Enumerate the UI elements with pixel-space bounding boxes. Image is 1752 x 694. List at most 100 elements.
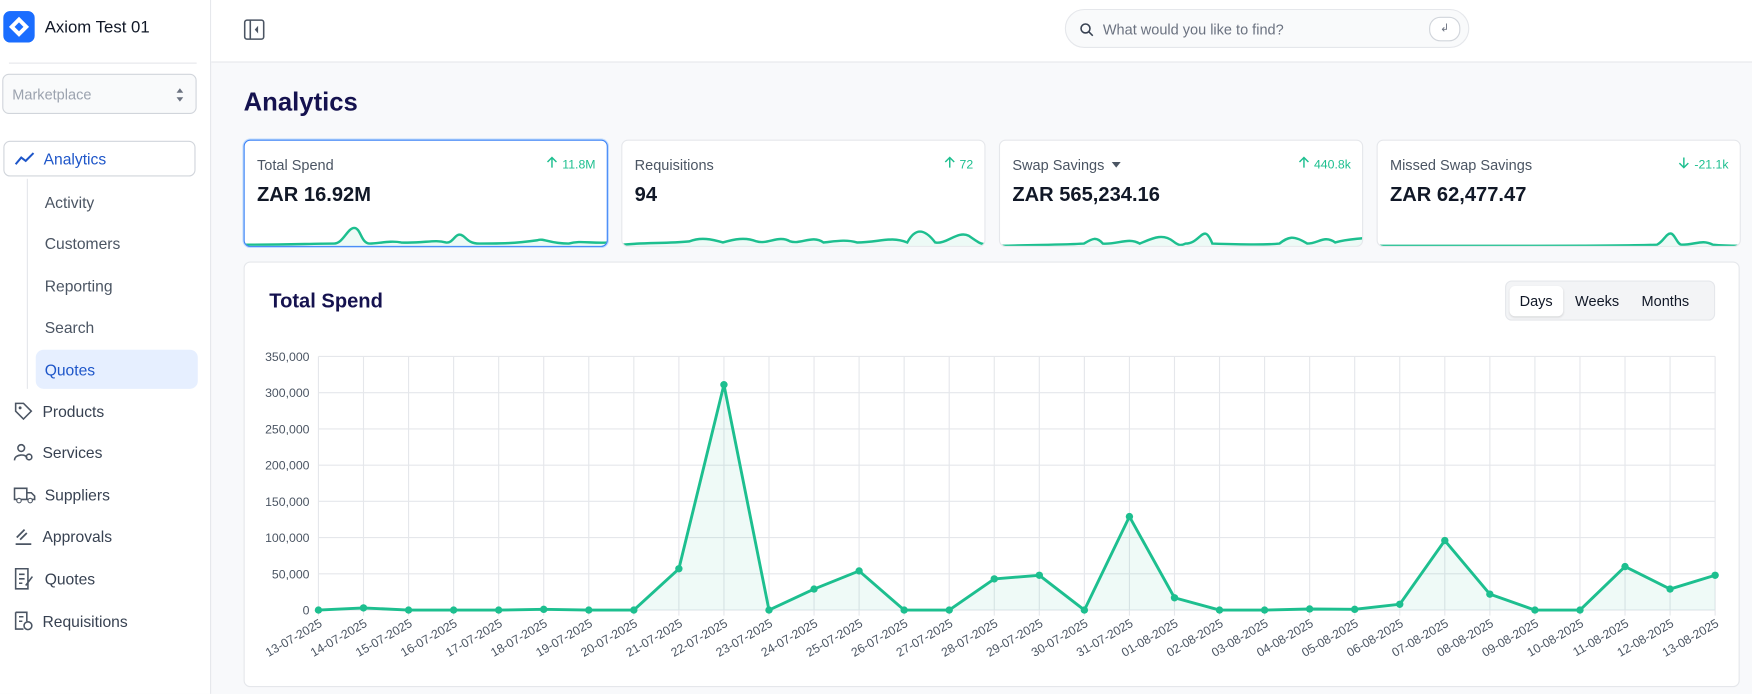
point: [990, 575, 998, 583]
y-tick-label: 350,000: [265, 350, 310, 364]
sub-nav-item[interactable]: Quotes: [35, 349, 198, 389]
point: [675, 565, 683, 573]
nav-label: Quotes: [44, 569, 96, 588]
card-value: ZAR 16.92M: [256, 183, 372, 206]
stat-card[interactable]: Swap Savings 440.8k ZAR 565,234.16: [998, 139, 1364, 247]
collapse-button[interactable]: [243, 19, 265, 40]
nav-item[interactable]: Services: [3, 435, 195, 471]
card-title: Requisitions: [635, 156, 714, 173]
stat-card[interactable]: Total Spend 11.8M ZAR 16.92M: [243, 139, 608, 247]
y-tick-label: 150,000: [265, 495, 310, 509]
y-tick-label: 300,000: [265, 386, 310, 400]
card-title-text: Swap Savings: [1012, 156, 1105, 174]
nav-item[interactable]: Approvals: [3, 518, 195, 554]
sparkline-line: [244, 226, 607, 246]
point: [314, 606, 323, 614]
sparkline-area: [622, 231, 985, 246]
select-label: Marketplace: [12, 86, 92, 103]
change-arrow: [1679, 157, 1690, 169]
sub-nav-item[interactable]: Search: [44, 318, 95, 337]
nav-label: Suppliers: [44, 486, 110, 504]
nav-label: Products: [42, 402, 105, 421]
chart: 0 50,000 100,000 150,000 200,000 250,000 300,0…: [263, 350, 1721, 660]
caret: [1112, 162, 1122, 168]
sparkline-area: [1000, 233, 1363, 246]
point: [1215, 606, 1224, 614]
sub-nav-item[interactable]: Activity: [44, 193, 95, 212]
point: [1396, 600, 1404, 608]
header: What would you like to find? ↲: [211, 0, 1752, 63]
y-tick-label: 50,000: [272, 567, 310, 581]
icon: [13, 487, 36, 504]
point: [810, 585, 818, 593]
icon: [14, 152, 35, 165]
card-change-text: -21.1k: [1694, 158, 1729, 173]
line: [318, 383, 1716, 612]
sparkline: [1000, 232, 1363, 246]
period-button[interactable]: Months: [1641, 292, 1690, 309]
point: [1080, 606, 1089, 614]
enter-key: ↲: [1429, 16, 1461, 42]
point: [1260, 606, 1269, 614]
nav-item[interactable]: Quotes: [3, 561, 195, 597]
logo: [3, 11, 35, 43]
point: [1351, 605, 1359, 614]
point: [1621, 562, 1629, 571]
point: [1035, 571, 1044, 579]
card-change: 11.8M: [547, 156, 596, 172]
stat-card[interactable]: Requisitions 72 94: [621, 139, 986, 247]
icon: [14, 567, 34, 590]
stat-card[interactable]: Missed Swap Savings -21.1k ZAR 62,477.47: [1376, 139, 1741, 247]
card-title-text: Requisitions: [634, 156, 714, 174]
point: [900, 606, 908, 614]
select-arrows: [176, 88, 184, 102]
point: [449, 606, 458, 614]
page-title: Analytics: [243, 87, 358, 117]
change-arrow: [944, 156, 955, 168]
period-toggle: Days Weeks Months: [1505, 280, 1716, 321]
change-arrow: [547, 156, 558, 168]
brand[interactable]: Axiom Test 01: [3, 11, 150, 43]
nav-item[interactable]: Requisitions: [3, 603, 195, 639]
arrow: [1298, 156, 1309, 168]
point: [1666, 585, 1674, 593]
nav-item[interactable]: Suppliers: [3, 477, 195, 513]
sparkline: [622, 230, 985, 246]
point: [630, 606, 638, 614]
sub-nav-item[interactable]: Reporting: [44, 277, 113, 295]
arrow: [547, 156, 558, 168]
sparkline-line: [1000, 232, 1363, 246]
card-title: Swap Savings: [1012, 156, 1125, 173]
sparkline: [1377, 232, 1740, 246]
card-title: Total Spend: [257, 156, 334, 173]
search-icon: [1080, 23, 1094, 37]
point: [765, 606, 773, 614]
icon: [14, 611, 33, 631]
chart-card: Total Spend Days Weeks Months 0 50,000 100,0…: [243, 261, 1740, 688]
point: [1711, 571, 1719, 579]
dropdown-caret[interactable]: [1110, 161, 1126, 170]
card-change: -21.1k: [1679, 156, 1729, 172]
period-button[interactable]: Weeks: [1575, 292, 1620, 309]
sparkline-line: [622, 230, 985, 246]
point: [359, 604, 368, 612]
point: [1305, 605, 1314, 613]
nav-item[interactable]: Analytics: [3, 140, 196, 177]
nav-label: Analytics: [43, 149, 107, 168]
icon: [14, 402, 33, 421]
card-change: 440.8k: [1298, 156, 1351, 172]
point: [540, 605, 548, 614]
point: [404, 606, 413, 614]
card-change-text: 440.8k: [1313, 158, 1351, 173]
nav-label: Requisitions: [42, 612, 128, 631]
y-tick-label: 250,000: [265, 422, 310, 436]
nav-item[interactable]: Products: [3, 393, 195, 429]
search-box[interactable]: What would you like to find? ↲: [1064, 8, 1470, 49]
sub-nav-item[interactable]: Customers: [44, 234, 121, 253]
card-value: ZAR 62,477.47: [1389, 183, 1527, 206]
point: [1125, 512, 1134, 521]
point: [494, 606, 503, 614]
nav-label: Approvals: [42, 527, 113, 546]
marketplace-select[interactable]: Marketplace: [2, 73, 197, 114]
period-button[interactable]: Days: [1509, 285, 1563, 316]
